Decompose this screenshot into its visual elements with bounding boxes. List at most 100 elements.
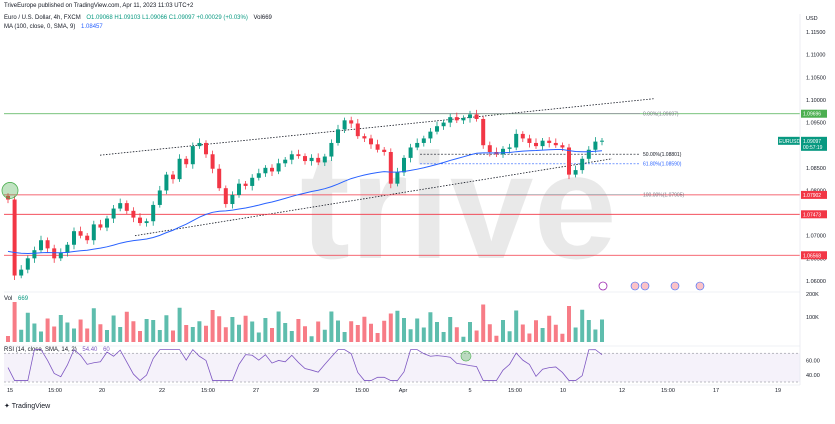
volume-bar — [573, 327, 578, 342]
candle — [296, 154, 301, 157]
event-flash-icon — [598, 281, 608, 291]
volume-bar — [395, 310, 400, 342]
volume-bar — [263, 318, 268, 342]
support-price-label: 1.07902 — [803, 193, 821, 199]
countdown-label: 00:57:19 — [803, 145, 823, 151]
current-price-bg — [801, 136, 827, 151]
moving-average-line — [7, 148, 603, 254]
candle — [316, 157, 321, 163]
candle — [6, 195, 10, 200]
candle — [138, 217, 142, 224]
price-tick: 1.09500 — [806, 121, 826, 127]
candle — [527, 138, 532, 143]
volume-bar — [388, 313, 393, 342]
volume-legend: Vol 669 — [4, 296, 32, 302]
candle — [547, 140, 552, 143]
fib-level-label: 100.00%(1.07905) — [643, 193, 684, 199]
ma-value: 1.08457 — [81, 24, 103, 30]
candle — [256, 173, 261, 178]
fib-level-label: 0.00%(1.09697) — [643, 111, 679, 117]
candle — [131, 210, 136, 218]
time-tick: 15:00 — [48, 388, 62, 394]
candle — [78, 231, 83, 236]
candle — [250, 177, 255, 186]
volume-bar — [593, 329, 598, 342]
volume-bar — [336, 320, 340, 342]
candle — [349, 120, 354, 124]
candle — [243, 183, 248, 186]
candle — [461, 118, 466, 121]
candle — [32, 250, 37, 259]
support-price-label: 1.07473 — [803, 212, 821, 218]
candle — [52, 248, 57, 259]
current-price-label: 1.09097 — [803, 139, 821, 145]
candle — [124, 203, 129, 211]
volume-bar — [408, 329, 413, 342]
volume-bar — [474, 330, 479, 342]
price-axis-currency: USD — [806, 16, 818, 22]
candle — [204, 142, 208, 155]
volume-bar — [441, 332, 446, 342]
price-tick: 1.07000 — [806, 234, 826, 240]
candle — [105, 218, 109, 228]
symbol-line: Euro / U.S. Dollar, 4h, FXCM — [4, 15, 81, 21]
volume-bar — [428, 312, 433, 342]
candle — [435, 126, 439, 132]
price-tick: 1.10500 — [806, 75, 826, 81]
publish-header: TriveEurope published on TradingView.com… — [4, 3, 194, 9]
volume-bar — [105, 330, 109, 342]
volume-bar — [507, 331, 512, 342]
volume-bar — [45, 318, 50, 342]
volume-bar — [237, 324, 241, 342]
price-tick: 1.10000 — [806, 98, 826, 104]
candle — [441, 122, 446, 127]
candle — [72, 231, 76, 245]
volume-bar — [52, 326, 57, 342]
volume-bar — [303, 326, 307, 342]
candle — [520, 133, 525, 139]
candle — [507, 147, 512, 149]
volume-inline: Vol669 — [253, 15, 272, 21]
volume-bar — [415, 318, 420, 342]
volume-bar — [250, 321, 255, 342]
candle — [487, 145, 492, 152]
time-tick: 15:00 — [355, 388, 369, 394]
rsi-value: 54.40 — [82, 347, 98, 353]
volume-bar — [144, 319, 149, 342]
volume-bar — [72, 328, 76, 342]
volume-bar — [375, 333, 380, 342]
symbol-tag-bg — [778, 136, 800, 145]
candle — [45, 240, 50, 249]
candle — [98, 224, 103, 228]
ma-label: MA (100, close, 0, SMA, 9) — [4, 24, 76, 30]
volume-bar — [461, 336, 466, 342]
volume-bar — [210, 310, 215, 342]
volume-bar — [276, 311, 281, 342]
candle — [164, 174, 169, 191]
candle — [336, 129, 340, 143]
fib-level-label: 61.80%(1.08590) — [643, 162, 682, 168]
candle — [560, 145, 565, 148]
volume-bar — [131, 321, 136, 342]
volume-bar — [553, 324, 558, 342]
candle — [309, 157, 314, 162]
candle — [388, 152, 393, 184]
candle — [428, 131, 433, 139]
fib-level-label: 50.00%(1.08801) — [643, 152, 682, 158]
time-tick: 15 — [7, 388, 13, 394]
candle — [12, 199, 17, 276]
time-tick: 15:00 — [201, 388, 215, 394]
candle — [190, 146, 195, 165]
candle — [474, 114, 479, 119]
footer-label: TradingView — [11, 403, 51, 410]
time-tick: Apr — [399, 388, 408, 394]
price-tick: 1.08500 — [806, 166, 826, 172]
volume-bar — [421, 327, 426, 342]
candle — [586, 149, 591, 159]
rsi-extra: 60 — [103, 347, 110, 353]
candle — [402, 157, 406, 173]
volume-bar — [382, 320, 387, 342]
rsi-tick: 40.00 — [806, 373, 820, 379]
volume-bar — [580, 309, 585, 342]
